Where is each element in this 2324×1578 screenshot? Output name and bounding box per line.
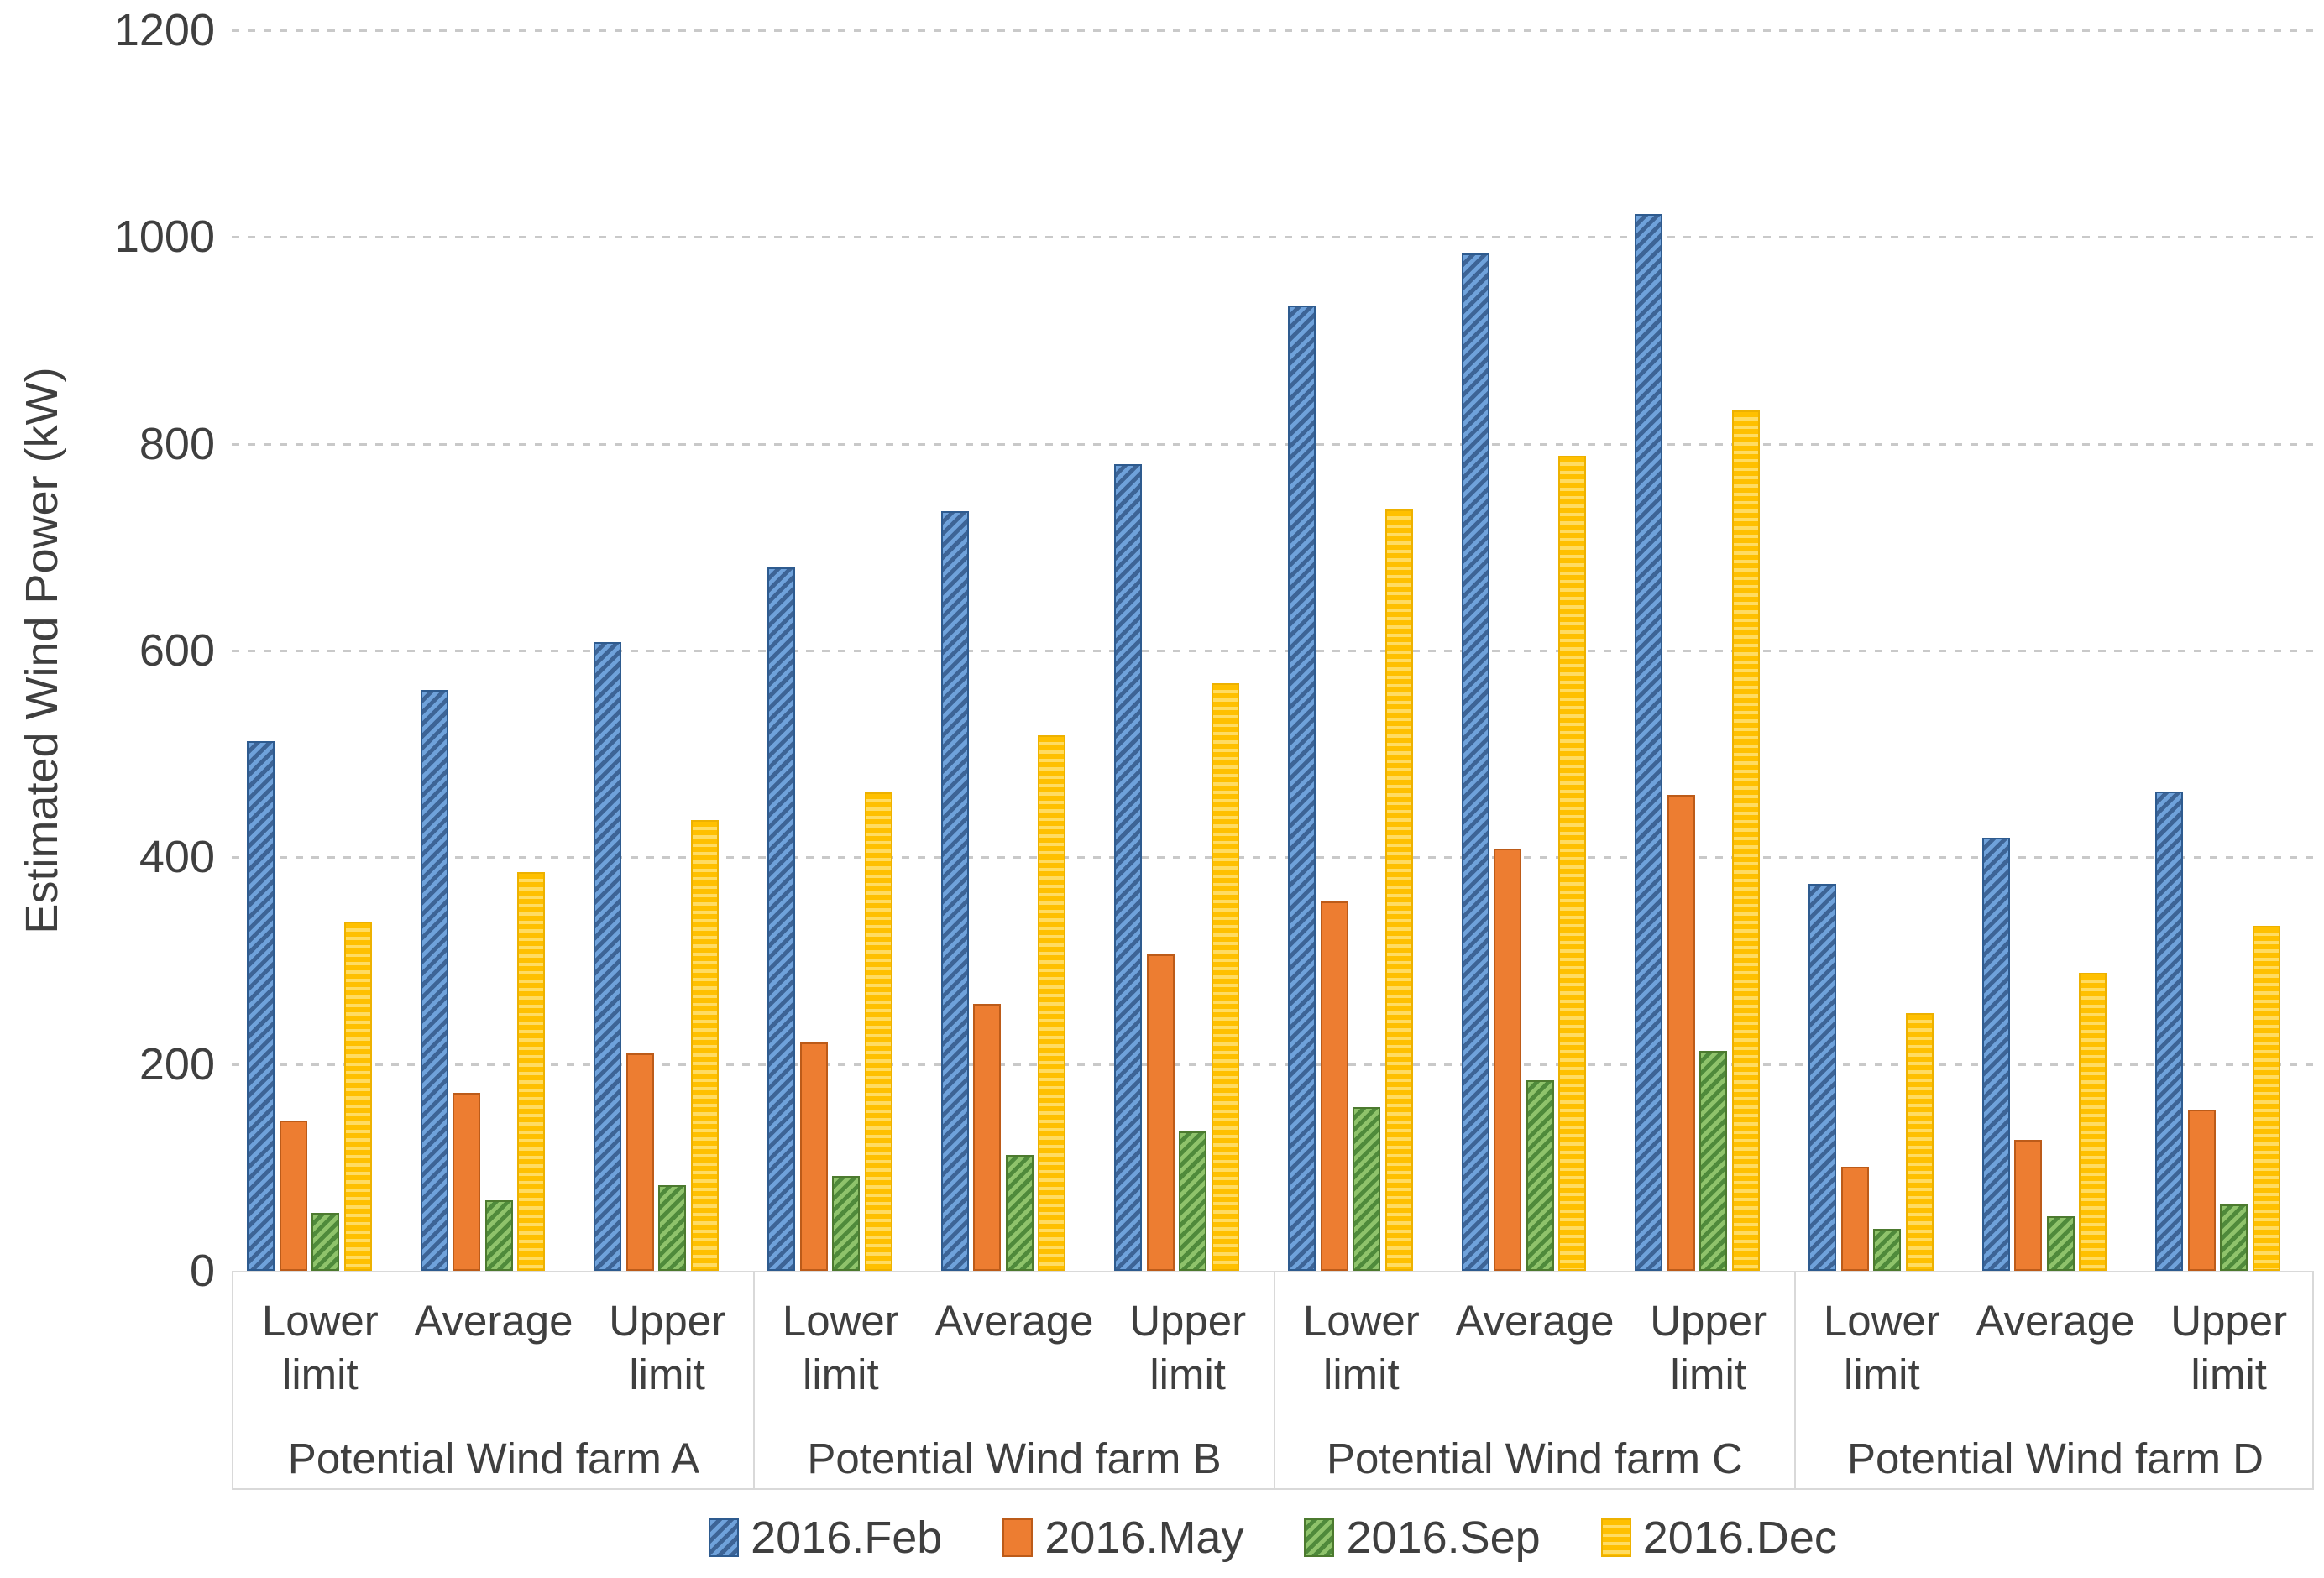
bar-sep bbox=[832, 1175, 860, 1271]
group-label: Potential Wind farm D bbox=[1846, 1434, 2264, 1482]
bar-sep bbox=[311, 1213, 339, 1271]
bar-sep bbox=[2220, 1204, 2248, 1271]
y-tick-label: 600 bbox=[139, 625, 215, 676]
bar-feb bbox=[1288, 305, 1316, 1271]
gridline bbox=[232, 856, 2314, 860]
category-label: Average bbox=[414, 1297, 573, 1345]
category-label: Lower limit bbox=[1302, 1297, 1420, 1398]
bar-sep bbox=[484, 1200, 513, 1271]
category-label: Average bbox=[934, 1297, 1094, 1345]
bar-feb bbox=[940, 510, 969, 1271]
bar-dec bbox=[1731, 410, 1760, 1271]
category-label: Upper limit bbox=[1129, 1297, 1247, 1398]
bar-sep bbox=[2046, 1215, 2075, 1271]
bar-sep bbox=[658, 1184, 687, 1271]
bar-may bbox=[625, 1053, 654, 1271]
bar-feb bbox=[420, 689, 448, 1271]
legend-label: 2016.Dec bbox=[1642, 1513, 1837, 1563]
bar-sep bbox=[1699, 1050, 1728, 1271]
category-label: Average bbox=[1455, 1297, 1615, 1345]
bar-may bbox=[279, 1121, 307, 1271]
bar-may bbox=[2187, 1109, 2216, 1271]
bar-dec bbox=[690, 819, 719, 1271]
bar-sep bbox=[1526, 1080, 1554, 1271]
bar-dec bbox=[2079, 973, 2107, 1271]
gridline bbox=[232, 236, 2314, 239]
bar-dec bbox=[343, 921, 372, 1271]
bar-dec bbox=[864, 792, 892, 1271]
gridline bbox=[232, 650, 2314, 652]
bar-feb bbox=[247, 741, 275, 1271]
bar-dec bbox=[1038, 734, 1066, 1271]
category-label: Lower limit bbox=[1823, 1297, 1940, 1398]
y-tick-label: 0 bbox=[189, 1246, 215, 1296]
bar-dec bbox=[2252, 925, 2280, 1271]
y-tick-label: 400 bbox=[139, 832, 215, 883]
group-divider bbox=[753, 1272, 755, 1488]
legend: 2016.Feb 2016.May 2016.Sep 2016.Dec bbox=[232, 1513, 2314, 1563]
gridline bbox=[232, 1063, 2314, 1066]
bar-dec bbox=[1905, 1013, 1934, 1271]
group-label: Potential Wind farm A bbox=[287, 1434, 700, 1482]
bar-may bbox=[2014, 1139, 2043, 1271]
bar-sep bbox=[1005, 1155, 1034, 1271]
bar-may bbox=[799, 1042, 828, 1271]
bar-may bbox=[1667, 795, 1695, 1271]
bar-dec bbox=[1211, 683, 1239, 1271]
group-divider bbox=[1274, 1272, 1275, 1488]
bar-may bbox=[1320, 901, 1348, 1271]
gridline bbox=[232, 29, 2314, 32]
legend-item: 2016.Dec bbox=[1600, 1512, 1837, 1564]
gridline bbox=[232, 442, 2314, 446]
bar-feb bbox=[1808, 884, 1836, 1271]
bar-feb bbox=[2155, 791, 2184, 1271]
group-label: Potential Wind farm C bbox=[1326, 1434, 1743, 1482]
bar-may bbox=[1146, 954, 1175, 1271]
legend-swatch-may bbox=[1002, 1518, 1034, 1557]
category-label: Upper limit bbox=[1650, 1297, 1767, 1398]
category-label: Upper limit bbox=[609, 1297, 726, 1398]
category-label: Upper limit bbox=[2170, 1297, 2288, 1398]
bar-feb bbox=[767, 567, 795, 1271]
group-divider bbox=[1794, 1272, 1796, 1488]
legend-item: 2016.May bbox=[1002, 1512, 1243, 1564]
legend-label: 2016.Sep bbox=[1346, 1513, 1541, 1563]
bar-may bbox=[453, 1093, 481, 1271]
group-label: Potential Wind farm B bbox=[807, 1434, 1222, 1482]
category-label: Lower limit bbox=[782, 1297, 899, 1398]
bar-may bbox=[973, 1004, 1002, 1271]
legend-swatch-sep bbox=[1304, 1518, 1335, 1557]
legend-label: 2016.Feb bbox=[751, 1513, 943, 1563]
bar-sep bbox=[1873, 1228, 1901, 1271]
bar-may bbox=[1840, 1166, 1869, 1271]
y-tick-label: 800 bbox=[139, 418, 215, 469]
legend-item: 2016.Feb bbox=[709, 1512, 942, 1564]
bar-sep bbox=[1353, 1107, 1380, 1271]
y-tick-label: 1000 bbox=[113, 212, 215, 263]
bar-dec bbox=[1384, 509, 1413, 1271]
bar-sep bbox=[1179, 1131, 1207, 1271]
bar-feb bbox=[1114, 464, 1143, 1271]
legend-label: 2016.May bbox=[1044, 1513, 1244, 1563]
bar-feb bbox=[594, 642, 622, 1271]
bar-dec bbox=[517, 871, 546, 1271]
legend-item: 2016.Sep bbox=[1304, 1512, 1541, 1564]
y-tick-label: 1200 bbox=[113, 5, 215, 55]
category-axis-box: Lower limit Average Upper limit Potential Win… bbox=[232, 1271, 2314, 1490]
bar-dec bbox=[1558, 456, 1587, 1271]
category-label: Average bbox=[1976, 1297, 2135, 1345]
legend-swatch-dec bbox=[1600, 1518, 1631, 1557]
bar-feb bbox=[1461, 253, 1489, 1271]
bar-may bbox=[1494, 849, 1522, 1271]
bar-feb bbox=[1635, 214, 1663, 1271]
legend-swatch-feb bbox=[709, 1518, 740, 1557]
y-tick-label: 200 bbox=[139, 1038, 215, 1089]
category-label: Lower limit bbox=[261, 1297, 379, 1398]
bar-feb bbox=[1981, 837, 2010, 1271]
